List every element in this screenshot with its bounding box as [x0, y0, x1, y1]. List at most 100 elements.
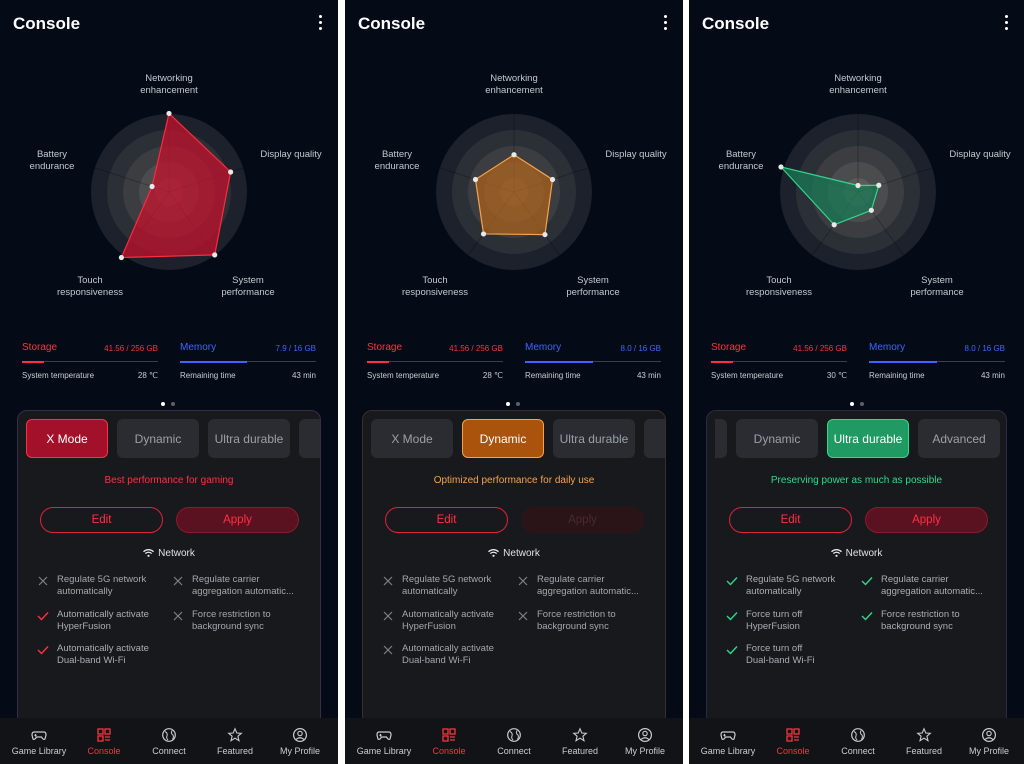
- radar-label-touch-responsiveness: Touch responsiveness: [745, 275, 812, 298]
- network-section-heading: Network: [18, 548, 320, 559]
- nav-label-featured: Featured: [216, 746, 254, 756]
- nav-item-my-profile[interactable]: My Profile: [956, 718, 1022, 764]
- nav-item-console[interactable]: Console: [71, 718, 137, 764]
- memory: Memory 8.0 / 16 GB Remaining time 43 min: [869, 342, 1005, 384]
- network-heading-text: Network: [158, 548, 195, 559]
- edit-button[interactable]: Edit: [729, 507, 852, 533]
- page-dot-2[interactable]: [516, 402, 520, 406]
- memory-bar: [180, 360, 316, 363]
- apply-button[interactable]: Apply: [865, 507, 988, 533]
- radar-point-battery: [778, 164, 784, 170]
- mode-button-x-mode[interactable]: X Mode: [26, 419, 108, 458]
- mode-button-dynamic[interactable]: Dynamic: [462, 419, 544, 458]
- network-heading-text: Network: [845, 548, 883, 559]
- temp-value: 30 ℃: [826, 371, 847, 380]
- mode-button-advanced[interactable]: A: [644, 419, 665, 458]
- page-dot-1[interactable]: [161, 402, 165, 406]
- network-feature-item: Automatically activate HyperFusion: [382, 609, 517, 635]
- nav-item-featured[interactable]: Featured: [547, 718, 613, 764]
- check-icon: [37, 611, 49, 621]
- page-dot-2[interactable]: [860, 402, 864, 406]
- nav-item-game-library[interactable]: Game Library: [695, 718, 761, 764]
- mode-button-x-mode[interactable]: [715, 419, 727, 458]
- radar-point-networking: [855, 182, 861, 189]
- radar-label-networking: Networking enhancement: [140, 73, 198, 96]
- memory-label: Memory: [869, 342, 906, 353]
- nav-label-game-library: Game Library: [356, 746, 412, 756]
- edit-button[interactable]: Edit: [385, 507, 508, 533]
- nav-item-connect[interactable]: Connect: [481, 718, 547, 764]
- mode-button-advanced[interactable]: A: [299, 419, 320, 458]
- memory-bar-fill: [525, 360, 593, 363]
- memory-label: Memory: [180, 342, 217, 353]
- page-dot-1[interactable]: [506, 402, 510, 406]
- storage-bar-fill: [711, 360, 733, 363]
- more-options-icon[interactable]: [316, 15, 324, 31]
- edit-button[interactable]: Edit: [40, 507, 163, 533]
- mode-button-ultra-durable[interactable]: Ultra durable: [208, 419, 290, 458]
- nav-item-featured[interactable]: Featured: [891, 718, 957, 764]
- nav-item-featured[interactable]: Featured: [202, 718, 268, 764]
- network-feature-item: Force restriction to background sync: [517, 609, 652, 635]
- profile-icon: [292, 727, 308, 743]
- more-options-icon[interactable]: [1002, 15, 1010, 31]
- memory: Memory 7.9 / 16 GB Remaining time 43 min: [180, 342, 316, 384]
- top-bar: Console: [689, 0, 1024, 46]
- remaining-label: Remaining time: [180, 371, 236, 380]
- star-icon: [227, 727, 243, 743]
- nav-item-my-profile[interactable]: My Profile: [612, 718, 678, 764]
- nav-item-game-library[interactable]: Game Library: [6, 718, 72, 764]
- globe-icon: [850, 727, 866, 743]
- page-dot-1[interactable]: [850, 402, 854, 406]
- nav-item-console[interactable]: Console: [760, 718, 826, 764]
- nav-item-console[interactable]: Console: [416, 718, 482, 764]
- check-icon: [726, 645, 738, 655]
- console-grid-icon: [785, 727, 801, 743]
- mode-button-x-mode[interactable]: X Mode: [371, 419, 453, 458]
- check-icon: [861, 576, 873, 586]
- network-feature-item: Automatically activate Dual-band Wi-Fi: [382, 643, 517, 669]
- network-feature-item: Regulate 5G network automatically: [726, 574, 861, 600]
- nav-item-my-profile[interactable]: My Profile: [267, 718, 333, 764]
- storage-bar: [22, 360, 158, 363]
- network-feature-label: Regulate carrier aggregation automatic..…: [192, 574, 294, 597]
- cross-icon: [382, 645, 394, 655]
- radar-point-display: [549, 176, 556, 183]
- mode-selector: Dynamic Ultra durable Advanced: [715, 419, 1006, 459]
- apply-button[interactable]: Apply: [521, 507, 644, 533]
- mode-button-ultra-durable[interactable]: Ultra durable: [827, 419, 909, 458]
- page-dot-2[interactable]: [171, 402, 175, 406]
- radar-label-system-performance: System performance: [221, 275, 275, 298]
- check-icon: [37, 645, 49, 655]
- nav-item-connect[interactable]: Connect: [136, 718, 202, 764]
- apply-button[interactable]: Apply: [176, 507, 299, 533]
- network-feature-label: Regulate 5G network automatically: [746, 574, 836, 597]
- globe-icon: [161, 727, 177, 743]
- memory-bar: [525, 360, 661, 363]
- nav-item-game-library[interactable]: Game Library: [351, 718, 417, 764]
- console-grid-icon: [96, 727, 112, 743]
- network-feature-label: Force restriction to background sync: [537, 609, 616, 632]
- mode-button-advanced[interactable]: Advanced: [918, 419, 1000, 458]
- remaining-label: Remaining time: [869, 371, 925, 380]
- radar-point-display: [876, 182, 882, 188]
- storage-label: Storage: [367, 342, 403, 353]
- nav-label-my-profile: My Profile: [624, 746, 665, 756]
- more-options-icon[interactable]: [661, 15, 669, 31]
- mode-button-dynamic[interactable]: Dynamic: [736, 419, 818, 458]
- check-icon: [726, 576, 738, 586]
- nav-item-connect[interactable]: Connect: [825, 718, 891, 764]
- radar-label-battery-endurance: Battery endurance: [29, 149, 75, 172]
- storage-bar-fill: [367, 360, 389, 363]
- mode-button-dynamic[interactable]: Dynamic: [117, 419, 199, 458]
- wifi-icon: [143, 549, 155, 557]
- temp-value: 28 ℃: [482, 371, 503, 380]
- radar-point-display: [228, 169, 234, 175]
- radar-point-system-performance: [212, 252, 218, 258]
- radar-point-system-performance: [542, 231, 548, 238]
- radar-label-system-performance: System performance: [910, 275, 964, 298]
- storage: Storage 41.56 / 256 GB System temperature 3…: [711, 342, 847, 384]
- mode-button-ultra-durable[interactable]: Ultra durable: [553, 419, 635, 458]
